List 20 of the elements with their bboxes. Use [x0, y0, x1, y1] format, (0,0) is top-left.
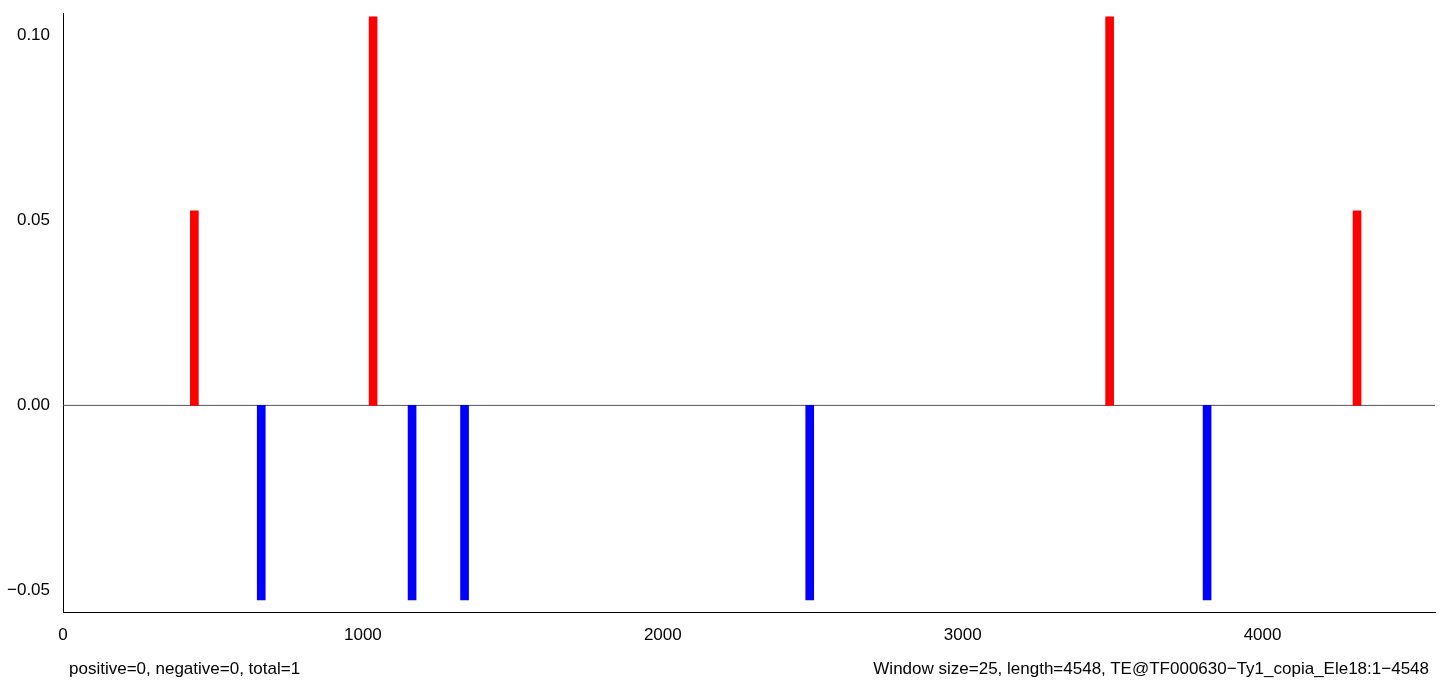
x-tick-label: 1000 [343, 625, 382, 645]
x-tick-label: 0 [58, 625, 68, 645]
bar [190, 210, 199, 406]
y-tick-label: −0.05 [7, 580, 51, 600]
bar [1105, 16, 1114, 406]
bar [460, 405, 469, 601]
y-tick-label: 0.10 [16, 25, 51, 45]
x-tick-label: 2000 [643, 625, 682, 645]
bar [256, 405, 266, 601]
text: Window size=25, length=4548, TE@TF000630−Ty1_copia_Ele18:1−4548 [873, 658, 1429, 678]
bar [368, 16, 378, 406]
y-tick-label: 0.05 [16, 210, 51, 230]
y-tick-label: 0.00 [16, 395, 51, 415]
x-tick-label: 4000 [1243, 625, 1282, 645]
text: positive=0, negative=0, total=1 [69, 658, 301, 678]
bar [805, 405, 815, 601]
bar [407, 405, 417, 601]
x-tick-label: 3000 [943, 625, 982, 645]
bar [1202, 405, 1212, 601]
bar [1352, 210, 1362, 406]
